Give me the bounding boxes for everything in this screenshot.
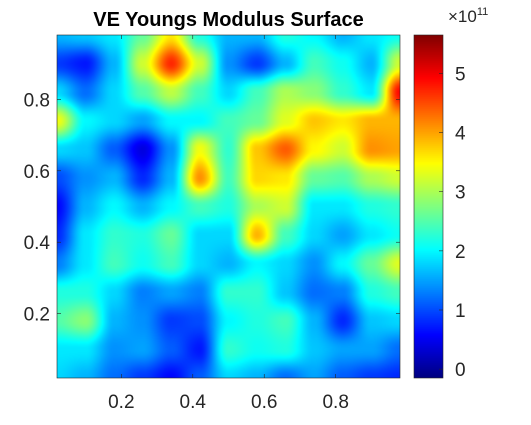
- colorbar-exponent-power: 11: [477, 6, 488, 18]
- colorbar-frame: [413, 34, 444, 379]
- colorbar-exponent-base: ×10: [448, 7, 477, 26]
- x-tick-label: 0.4: [180, 392, 207, 413]
- colorbar-ticks: 0 1 2 3 4 5: [439, 64, 466, 381]
- x-axis: 0.2 0.4 0.6 0.8: [108, 35, 349, 413]
- colorbar-tick-label: 2: [455, 242, 466, 263]
- colorbar-tick-label: 3: [455, 183, 466, 204]
- plot-frame: [56, 34, 401, 379]
- x-tick-label: 0.2: [108, 392, 134, 413]
- x-tick-label: 0.6: [251, 392, 277, 413]
- colorbar-exponent: ×1011: [448, 6, 488, 26]
- y-tick-label: 0.4: [24, 233, 51, 254]
- colorbar-tick-label: 0: [455, 360, 466, 381]
- y-tick-label: 0.6: [24, 162, 50, 183]
- colorbar-tick-label: 5: [455, 64, 466, 85]
- heatmap-surface: [57, 35, 400, 378]
- colorbar-tick-label: 4: [455, 124, 466, 145]
- heatmap-plot-area: [56, 34, 401, 379]
- colorbar: 0 1 2 3 4 5 ×1011: [413, 6, 488, 381]
- colorbar-gradient: [414, 35, 443, 378]
- y-axis: 0.2 0.4 0.6 0.8: [24, 90, 400, 326]
- colorbar-gradient-container: [414, 35, 443, 378]
- colorbar-tick-label: 1: [455, 301, 466, 322]
- heatmap-surface-container: [57, 35, 400, 378]
- chart-title: VE Youngs Modulus Surface: [93, 9, 363, 31]
- y-tick-label: 0.2: [24, 305, 50, 326]
- x-tick-label: 0.8: [322, 392, 348, 413]
- y-tick-label: 0.8: [24, 90, 50, 111]
